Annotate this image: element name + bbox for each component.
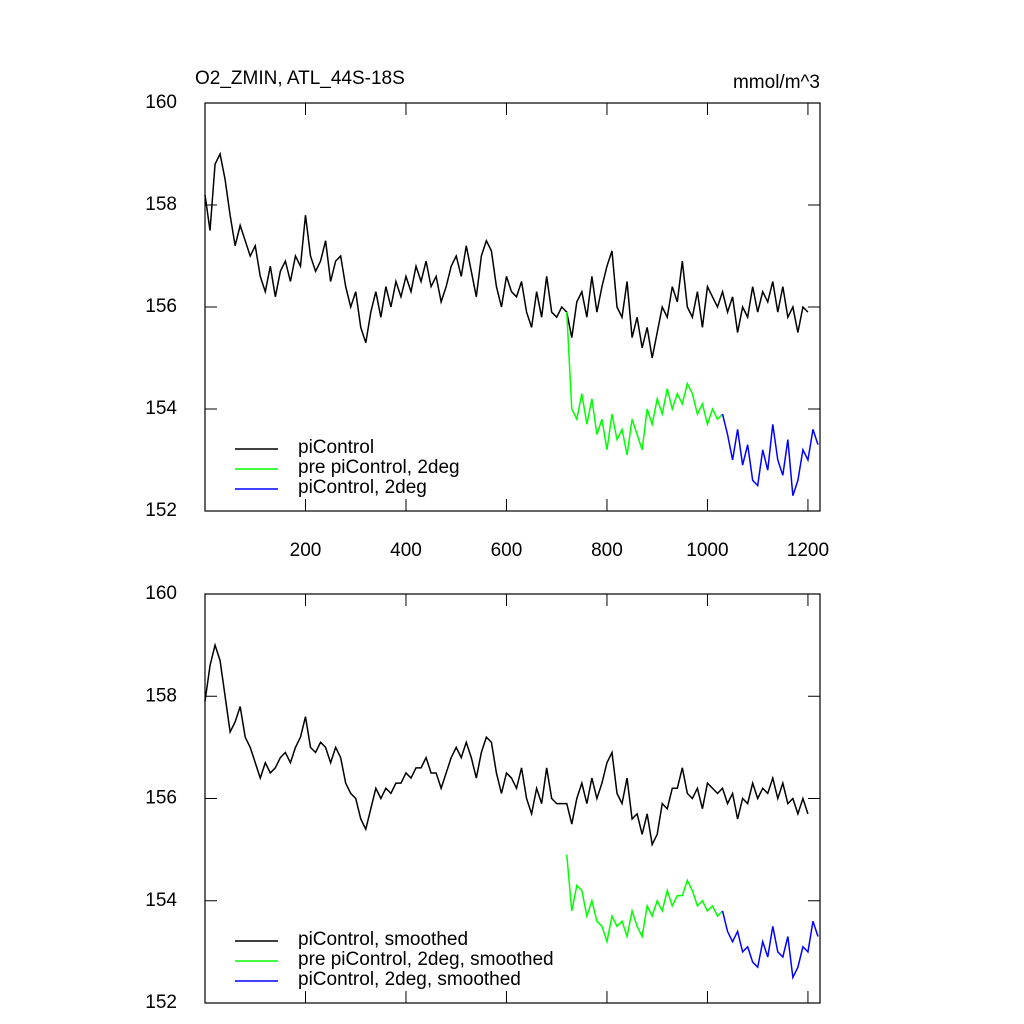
y-tick-label: 152 [145, 992, 177, 1013]
y-tick-label: 154 [145, 890, 177, 911]
chart-title: O2_ZMIN, ATL_44S-18S [195, 68, 405, 89]
y-tick-label: 154 [145, 398, 177, 419]
x-tick-label: 400 [390, 540, 422, 561]
x-tick-label: 600 [491, 540, 523, 561]
legend-label: pre piControl, 2deg, smoothed [298, 949, 554, 970]
y-tick-label: 158 [145, 685, 177, 706]
legend-label: pre piControl, 2deg [298, 457, 460, 478]
legend-label: piControl, 2deg, smoothed [298, 969, 521, 990]
x-tick-label: 800 [591, 540, 623, 561]
series-line [566, 312, 724, 456]
series-line [721, 413, 819, 496]
x-tick-label: 200 [290, 540, 322, 561]
legend-label: piControl [298, 437, 374, 458]
series-line [204, 151, 809, 359]
legend-label: piControl, 2deg [298, 477, 427, 498]
plot-frame [204, 102, 821, 512]
series-line [566, 854, 724, 945]
legend-label: piControl, smoothed [298, 929, 468, 950]
y-tick-label: 158 [145, 194, 177, 215]
units-label: mmol/m^3 [733, 72, 820, 93]
plot-frame [204, 593, 821, 1004]
y-tick-label: 160 [145, 583, 177, 604]
series-line [204, 642, 809, 847]
y-tick-label: 152 [145, 500, 177, 521]
y-tick-label: 156 [145, 788, 177, 809]
x-tick-label: 1200 [787, 540, 829, 561]
x-tick-label: 1000 [686, 540, 728, 561]
y-tick-label: 156 [145, 296, 177, 317]
series-line [721, 910, 819, 981]
y-tick-label: 160 [145, 92, 177, 113]
